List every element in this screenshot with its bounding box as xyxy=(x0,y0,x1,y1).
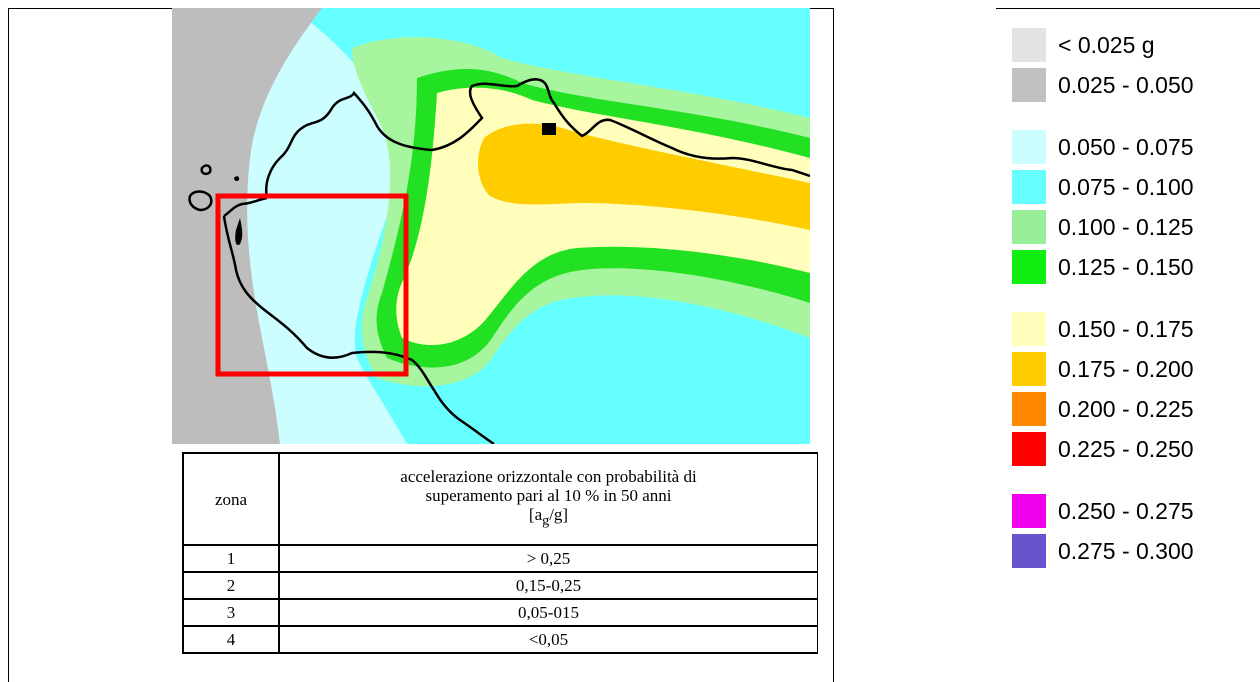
zone-cell: 4 xyxy=(182,625,280,654)
zone-cell: 2 xyxy=(182,571,280,600)
legend-label: 0.275 - 0.300 xyxy=(1058,537,1194,564)
legend-label: 0.200 - 0.225 xyxy=(1058,395,1194,422)
map-island-2 xyxy=(200,164,212,176)
legend-label: 0.100 - 0.125 xyxy=(1058,213,1194,240)
table-row: 2 0,15-0,25 xyxy=(182,571,818,600)
table-header-row: zona accelerazione orizzontale con proba… xyxy=(182,452,818,546)
legend-swatch xyxy=(1012,28,1046,62)
right-panel-top-border xyxy=(996,8,1260,9)
legend-item: 0.200 - 0.225 xyxy=(1012,392,1194,426)
zone-cell: 3 xyxy=(182,598,280,627)
legend-item: 0.225 - 0.250 xyxy=(1012,432,1194,466)
legend-label: < 0.025 g xyxy=(1058,31,1155,58)
table-row: 1 > 0,25 xyxy=(182,544,818,573)
legend-swatch xyxy=(1012,312,1046,346)
legend-label: 0.075 - 0.100 xyxy=(1058,173,1194,200)
header-accel-line1: accelerazione orizzontale con probabilit… xyxy=(400,467,697,487)
legend-item: 0.175 - 0.200 xyxy=(1012,352,1194,386)
header-accel-line2: superamento pari al 10 % in 50 anni xyxy=(425,486,672,506)
seismic-zone-table: zona accelerazione orizzontale con proba… xyxy=(182,452,818,654)
legend-item: < 0.025 g xyxy=(1012,28,1155,62)
accel-cell: <0,05 xyxy=(278,625,818,654)
legend-item: 0.250 - 0.275 xyxy=(1012,494,1194,528)
legend-swatch xyxy=(1012,170,1046,204)
legend-label: 0.125 - 0.150 xyxy=(1058,253,1194,280)
legend-swatch xyxy=(1012,130,1046,164)
legend-label: 0.175 - 0.200 xyxy=(1058,355,1194,382)
legend-swatch xyxy=(1012,494,1046,528)
table-row: 4 <0,05 xyxy=(182,625,818,654)
legend-item: 0.150 - 0.175 xyxy=(1012,312,1194,346)
legend-swatch xyxy=(1012,432,1046,466)
header-zone: zona xyxy=(182,452,280,546)
seismic-zone-table-container: zona accelerazione orizzontale con proba… xyxy=(182,452,818,654)
legend-label: 0.225 - 0.250 xyxy=(1058,435,1194,462)
header-accel-unit-a: a xyxy=(534,505,543,525)
legend-item: 0.100 - 0.125 xyxy=(1012,210,1194,244)
zone-cell: 1 xyxy=(182,544,280,573)
accel-cell: 0,15-0,25 xyxy=(278,571,818,600)
header-accel-unit-sub: g xyxy=(542,512,550,529)
header-acceleration: accelerazione orizzontale con probabilit… xyxy=(278,452,818,546)
map-band-175-200 xyxy=(478,123,810,230)
map-sea-gray xyxy=(172,8,322,444)
legend-label: 0.250 - 0.275 xyxy=(1058,497,1194,524)
legend-swatch xyxy=(1012,68,1046,102)
map-coastline-west xyxy=(223,196,268,218)
seismic-hazard-map xyxy=(172,8,810,444)
legend-label: 0.025 - 0.050 xyxy=(1058,71,1194,98)
legend-label: 0.050 - 0.075 xyxy=(1058,133,1194,160)
legend-item: 0.075 - 0.100 xyxy=(1012,170,1194,204)
legend-swatch xyxy=(1012,250,1046,284)
map-coastline xyxy=(265,78,810,199)
map-island-4 xyxy=(235,218,243,246)
table-row: 3 0,05-015 xyxy=(182,598,818,627)
legend-label: 0.150 - 0.175 xyxy=(1058,315,1194,342)
map-island-3 xyxy=(234,176,240,182)
accel-cell: 0,05-015 xyxy=(278,598,818,627)
legend-swatch xyxy=(1012,352,1046,386)
legend-item: 0.275 - 0.300 xyxy=(1012,534,1194,568)
legend-swatch xyxy=(1012,534,1046,568)
legend-swatch xyxy=(1012,210,1046,244)
legend-item: 0.025 - 0.050 xyxy=(1012,68,1194,102)
legend-item: 0.050 - 0.075 xyxy=(1012,130,1194,164)
map-coastline-south xyxy=(222,215,495,444)
map-island-1 xyxy=(188,190,213,212)
legend-item: 0.125 - 0.150 xyxy=(1012,250,1194,284)
legend-swatch xyxy=(1012,392,1046,426)
map-highlight-box xyxy=(215,193,409,377)
accel-cell: > 0,25 xyxy=(278,544,818,573)
header-accel-unit-rest: /g xyxy=(549,505,563,525)
header-accel-unit: [ag/g] xyxy=(528,505,569,529)
map-city-marker xyxy=(542,123,556,135)
